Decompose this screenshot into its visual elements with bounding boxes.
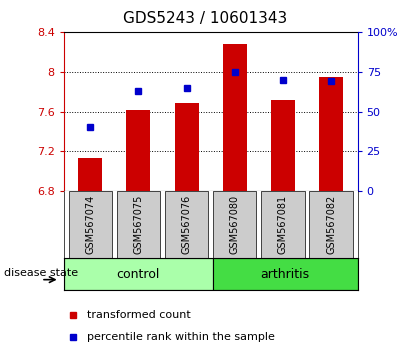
Text: GSM567074: GSM567074: [85, 195, 95, 255]
Text: GSM567076: GSM567076: [182, 195, 192, 255]
Bar: [64, 258, 213, 290]
Bar: [126, 109, 150, 191]
Text: GSM567081: GSM567081: [278, 195, 288, 255]
Bar: [165, 191, 208, 258]
Bar: [69, 191, 112, 258]
Bar: [213, 258, 358, 290]
Bar: [223, 44, 247, 191]
Text: transformed count: transformed count: [87, 310, 191, 320]
Bar: [213, 191, 256, 258]
Text: control: control: [117, 268, 160, 281]
Text: GSM567080: GSM567080: [230, 195, 240, 255]
Text: GDS5243 / 10601343: GDS5243 / 10601343: [123, 11, 288, 25]
Bar: [271, 99, 295, 191]
Bar: [117, 191, 160, 258]
Bar: [175, 103, 199, 191]
Text: disease state: disease state: [4, 268, 78, 278]
Bar: [309, 191, 353, 258]
Text: arthritis: arthritis: [261, 268, 310, 281]
Bar: [78, 158, 102, 191]
Text: GSM567075: GSM567075: [134, 195, 143, 255]
Bar: [261, 191, 305, 258]
Bar: [319, 77, 343, 191]
Text: percentile rank within the sample: percentile rank within the sample: [87, 332, 275, 342]
Text: GSM567082: GSM567082: [326, 195, 336, 255]
